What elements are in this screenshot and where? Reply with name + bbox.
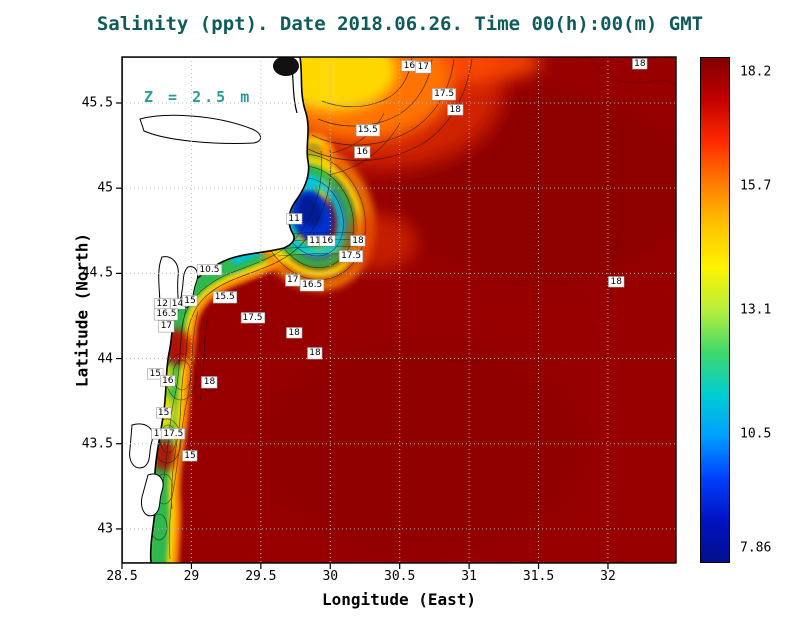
contour-label: 14	[170, 298, 185, 310]
contour-label: 12	[155, 298, 170, 310]
x-axis-tick-label: 31.5	[522, 569, 555, 584]
contour-label: 17	[285, 275, 301, 286]
sea-shading	[252, 92, 676, 557]
contour-label: 15.5	[213, 292, 237, 303]
axis-tick-marks	[116, 102, 609, 569]
contour-label: 17	[159, 321, 174, 332]
y-axis-tick-label: 45	[97, 180, 113, 196]
coastline	[122, 57, 310, 563]
grid-lines	[122, 57, 676, 563]
contour-label: 11	[286, 213, 302, 225]
contour-label: 16.5	[154, 309, 178, 320]
contour-label: 18	[286, 327, 302, 339]
contour-label: 15	[156, 407, 171, 419]
contour-label: 16	[402, 60, 417, 71]
colorbar-tick-label: 13.1	[740, 302, 772, 318]
y-axis-tick-label: 44	[97, 351, 113, 367]
contour-label: 16	[354, 147, 370, 158]
colorbar-tick-label: 10.5	[740, 426, 772, 442]
x-axis-tick-label: 30	[322, 569, 339, 584]
salinity-field-canvas	[116, 56, 677, 569]
contour-label: 15.5	[356, 125, 380, 136]
x-axis-tick-label: 30.5	[384, 569, 416, 584]
x-axis-label: Longitude (East)	[321, 590, 477, 609]
contour-label: 18	[609, 276, 624, 288]
contour-label: 17	[416, 62, 431, 73]
contour-label: 16.5	[300, 280, 324, 291]
south-lake-1	[129, 423, 154, 469]
contour-label: 16	[320, 235, 335, 247]
contour-label: 17.5	[432, 89, 456, 100]
contour-label: 16	[160, 375, 176, 386]
contour-label: 10.5	[197, 264, 221, 276]
contour-label: 15	[182, 295, 198, 306]
contour-label: 18	[307, 348, 323, 359]
contour-label: 18	[632, 58, 648, 69]
map-plot: Z = 2.5 m 28.5 29 29.5 30 30.5 31 31.5 32 43 43.5…	[82, 56, 677, 584]
y-axis-tick-label: 43.5	[81, 436, 113, 452]
x-axis-tick-label: 31	[461, 569, 477, 584]
south-lake-2	[141, 473, 164, 517]
x-axis-tick-label: 32	[600, 569, 616, 584]
estuary-dark-patch	[273, 57, 299, 76]
river-plume-north	[266, 57, 542, 169]
contour-label: 17.5	[240, 312, 265, 323]
x-axis-tick-label: 29.5	[245, 569, 277, 584]
depth-annotation: Z = 2.5 m	[144, 88, 253, 106]
contour-label: 18	[350, 235, 366, 247]
x-axis-tick-label: 29	[183, 569, 200, 584]
y-axis-tick-label: 44.5	[81, 265, 113, 281]
contour-label: 17.5	[339, 251, 363, 262]
contour-label: 18	[447, 104, 463, 115]
colorbar: 18.2 15.7 13.1 10.5 7.86	[700, 57, 800, 563]
contour-label: 17.5	[161, 428, 185, 439]
plot-border	[121, 56, 677, 564]
colorbar-tick-label: 15.7	[740, 178, 772, 194]
contour-label: 11	[307, 235, 323, 247]
contour-label: 18	[202, 377, 217, 388]
colorbar-tick-label: 18.2	[740, 64, 772, 80]
y-axis-label: Latitude (North)	[72, 232, 92, 388]
contour-label: 17	[152, 428, 167, 439]
y-axis-tick-label: 43	[97, 521, 113, 537]
contour-label: 15	[182, 450, 198, 461]
colorbar-tick-label: 7.86	[740, 540, 772, 556]
contour-label: 15	[148, 368, 163, 380]
colorbar-gradient	[700, 57, 730, 563]
x-axis-tick-label: 28.5	[106, 569, 138, 584]
y-axis-tick-label: 45.5	[81, 95, 113, 111]
chart-title: Salinity (ppt). Date 2018.06.26. Time 00…	[96, 13, 704, 35]
